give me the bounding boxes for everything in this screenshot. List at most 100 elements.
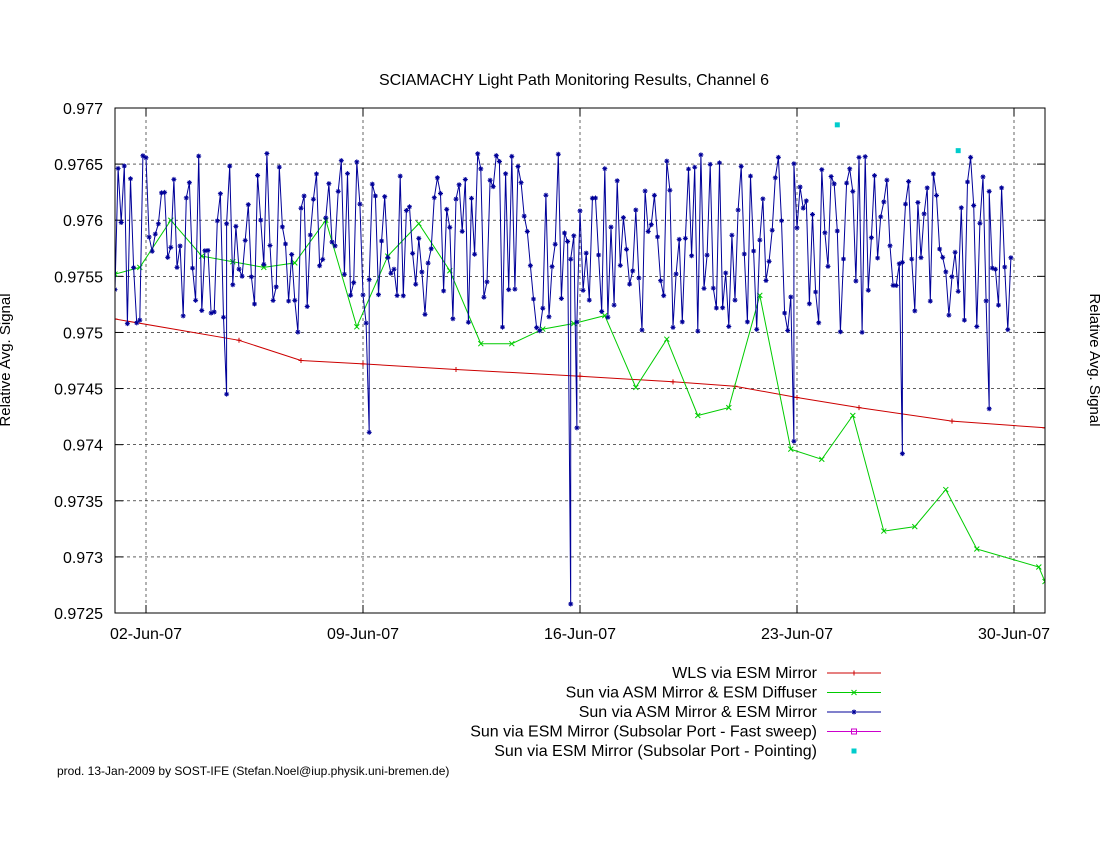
data-point: [518, 180, 524, 186]
data-point: [893, 283, 899, 289]
data-point: [472, 251, 478, 257]
data-point: [580, 287, 586, 293]
data-point: [394, 293, 400, 299]
data-point: [434, 175, 440, 181]
data-point: [462, 176, 468, 182]
data-point: [382, 194, 388, 200]
chart-title: SCIAMACHY Light Path Monitoring Results,…: [379, 72, 769, 89]
data-point: [689, 253, 695, 259]
data-point: [1035, 564, 1042, 570]
data-point: [667, 187, 673, 193]
data-point: [481, 294, 487, 300]
data-point: [323, 215, 329, 221]
data-point: [270, 297, 276, 303]
y-tick-label: 0.976: [63, 213, 103, 230]
data-point: [940, 254, 946, 260]
data-point: [115, 165, 121, 171]
data-point: [682, 235, 688, 241]
y-tick-label: 0.9725: [54, 606, 103, 623]
data-point: [813, 289, 819, 295]
data-point: [258, 217, 264, 223]
data-point: [769, 227, 775, 233]
data-point: [589, 195, 595, 201]
data-point: [872, 173, 877, 179]
data-point: [298, 358, 304, 363]
y-tick-label: 0.973: [63, 550, 103, 567]
data-point: [503, 171, 509, 177]
data-point: [124, 321, 130, 327]
x-tick-label: 09-Jun-07: [327, 626, 399, 643]
data-point: [952, 249, 958, 255]
data-point: [806, 301, 812, 307]
data-point: [899, 451, 905, 457]
data-point: [428, 246, 434, 252]
data-point: [190, 265, 195, 271]
data-point: [670, 324, 676, 330]
data-point: [915, 200, 921, 206]
data-point: [974, 324, 980, 330]
data-point: [911, 523, 918, 530]
data-point: [698, 152, 704, 158]
data-point: [694, 412, 701, 419]
x-tick-label: 16-Jun-07: [544, 626, 616, 643]
data-point: [583, 250, 589, 256]
data-point: [717, 160, 722, 166]
data-point: [924, 185, 930, 191]
data-point: [444, 206, 450, 212]
data-point: [459, 228, 465, 234]
data-point: [686, 166, 691, 172]
series-line: [115, 318, 1045, 429]
data-point: [810, 211, 815, 217]
data-point: [422, 311, 428, 317]
data-point: [851, 748, 857, 754]
data-point: [865, 287, 871, 293]
data-point: [785, 327, 791, 333]
data-point: [221, 314, 226, 320]
data-point: [862, 154, 868, 160]
data-point: [180, 313, 186, 319]
data-point: [853, 278, 859, 284]
data-point: [989, 265, 995, 271]
data-point: [927, 298, 933, 304]
data-point: [168, 244, 174, 250]
data-point: [537, 328, 543, 334]
data-point: [968, 154, 974, 160]
data-point: [568, 601, 574, 607]
data-point: [741, 251, 747, 257]
data-point: [546, 314, 552, 320]
data-point: [357, 201, 363, 207]
data-point: [1042, 425, 1045, 431]
data-point: [946, 312, 952, 318]
data-point: [388, 270, 394, 276]
data-point: [996, 302, 1001, 308]
data-point: [478, 166, 484, 172]
data-point: [983, 298, 989, 304]
data-point: [354, 159, 360, 165]
data-point: [899, 259, 905, 265]
data-point: [787, 446, 794, 453]
data-point: [571, 233, 577, 239]
data-point: [934, 192, 939, 198]
data-point: [977, 220, 983, 226]
data-point: [851, 728, 857, 735]
data-point: [283, 241, 288, 247]
data-point: [298, 205, 304, 211]
data-point: [490, 184, 496, 190]
data-point: [136, 264, 143, 271]
data-point: [738, 163, 744, 169]
data-point: [335, 188, 341, 194]
data-point: [193, 297, 199, 303]
data-point: [636, 275, 642, 281]
series-5: [834, 122, 961, 154]
data-point: [834, 228, 840, 234]
data-point: [713, 305, 719, 311]
data-point: [803, 198, 809, 204]
data-point: [620, 215, 626, 221]
data-point: [171, 176, 177, 182]
data-point: [255, 172, 261, 178]
data-point: [903, 201, 908, 207]
legend-label: WLS via ESM Mirror: [672, 665, 818, 682]
y-tick-label: 0.977: [63, 101, 103, 118]
data-point: [233, 223, 239, 229]
